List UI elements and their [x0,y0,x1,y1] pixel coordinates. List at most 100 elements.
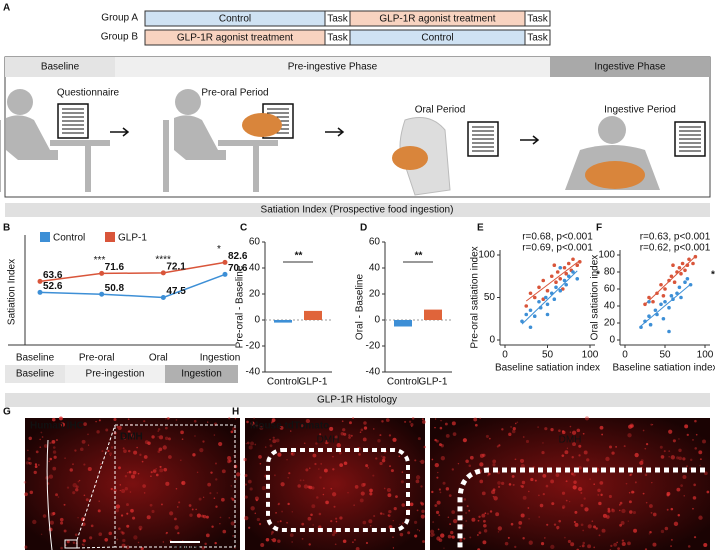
micrograph-speck [577,486,583,492]
micrograph-speck [522,537,525,540]
micrograph-speck [411,417,415,420]
micrograph-speck [400,480,404,484]
micrograph-speck [24,545,28,549]
micrograph-speck [419,501,423,505]
micrograph-speck [634,481,637,484]
micrograph-speck [501,428,504,431]
micrograph-speck [317,468,320,470]
annotation: r=0.68, p<0.001 [522,232,593,243]
micrograph-speck [152,469,157,473]
micrograph-speck [246,441,250,445]
micrograph-speck [463,537,466,540]
micrograph-speck [108,531,113,536]
micrograph-speck [57,496,60,498]
micrograph-speck [645,442,649,446]
y-axis-label: Satiation Index [7,259,18,325]
micrograph-speck [580,491,583,494]
scatter-point [571,270,575,274]
scatter-point [661,316,666,321]
micrograph-speck [699,464,701,467]
micrograph-speck [676,456,680,460]
micrograph-speck [277,539,281,543]
micrograph-speck [387,493,392,498]
scatter-point [545,302,550,307]
micrograph-speck [311,504,316,509]
scatter-point [639,325,643,330]
micrograph-speck [60,521,64,525]
micrograph-speck [342,428,346,432]
micrograph-speck [291,541,294,543]
person-body [6,115,58,160]
micrograph-speck [180,459,182,461]
micrograph-speck [440,456,446,461]
micrograph-speck [230,485,232,487]
micrograph-speck [318,512,322,516]
micrograph-speck [199,448,204,453]
micrograph-speck [481,491,486,496]
micrograph-speck [128,470,132,474]
micrograph-speck [580,523,584,527]
person-body [174,115,226,160]
micrograph-speck [133,535,138,540]
scatter-point [675,291,679,296]
micrograph-speck [243,457,247,462]
micrograph-speck [634,452,639,458]
micrograph-speck [582,541,586,545]
micrograph-speck [235,478,237,480]
scatter-point [687,257,691,262]
micrograph-speck [360,491,365,496]
section-title: GLP-1R Histology [317,395,397,406]
micrograph-speck [619,501,623,505]
micrograph-speck [162,541,165,543]
micrograph-speck [692,438,694,441]
legend-label: GLP-1 [118,233,147,244]
micrograph-speck [404,420,407,423]
micrograph-speck [686,465,688,468]
micrograph-speck [147,441,151,446]
micrograph-speck [290,451,295,456]
micrograph-speck [286,458,288,461]
micrograph-speck [473,417,478,422]
scatter-point [564,271,568,276]
segment-label: Task [527,33,549,44]
scatter-point [571,257,575,262]
micrograph-speck [169,511,174,516]
micrograph-speck [633,528,638,533]
micrograph-speck [314,462,317,466]
x-tick-label: Baseline [16,353,55,364]
micrograph-speck [362,482,366,486]
micrograph-speck [451,468,455,471]
micrograph-speck [66,540,70,544]
micrograph-speck [439,426,443,430]
micrograph-speck [568,501,571,503]
fit-line [644,255,696,305]
micrograph-speck [318,525,322,529]
micrograph-speck [48,460,50,463]
micrograph-speck [180,430,184,435]
micrograph-speck [689,458,693,462]
micrograph-speck [610,544,613,548]
y-tick-label: 40 [604,301,616,312]
micrograph-speck [511,474,515,478]
micrograph-speck [367,466,370,469]
table-leg [253,146,259,192]
phase-band [550,57,710,77]
y-tick-label: 80 [604,267,616,278]
person-head [175,89,201,115]
micrograph-speck [435,510,440,514]
micrograph-speck [305,468,309,472]
series-point [160,270,166,276]
micrograph-speck [699,458,702,461]
micrograph-speck [497,481,501,485]
phase-band [5,57,115,77]
micrograph-speck [521,480,526,485]
micrograph-speck [651,424,654,426]
micrograph-speck [497,531,500,533]
micrograph-speck [597,493,600,496]
micrograph-speck [307,516,312,521]
micrograph-speck [571,430,577,435]
micrograph-speck [627,541,631,546]
micrograph-speck [605,456,610,462]
bar [424,309,442,320]
micrograph-speck [340,431,345,436]
